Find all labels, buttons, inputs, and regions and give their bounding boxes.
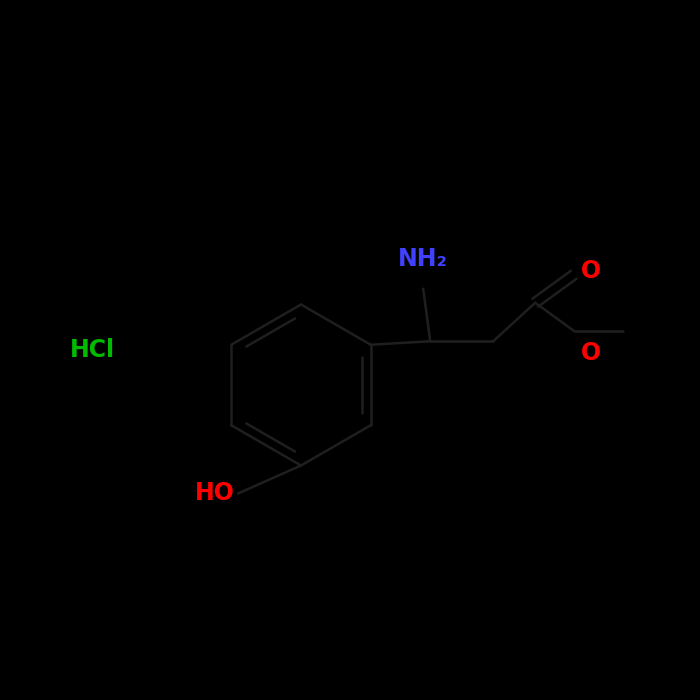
Text: HCl: HCl bbox=[70, 338, 115, 362]
Text: NH₂: NH₂ bbox=[398, 247, 448, 271]
Text: O: O bbox=[581, 341, 601, 365]
Text: O: O bbox=[581, 259, 601, 284]
Text: HO: HO bbox=[195, 482, 235, 505]
